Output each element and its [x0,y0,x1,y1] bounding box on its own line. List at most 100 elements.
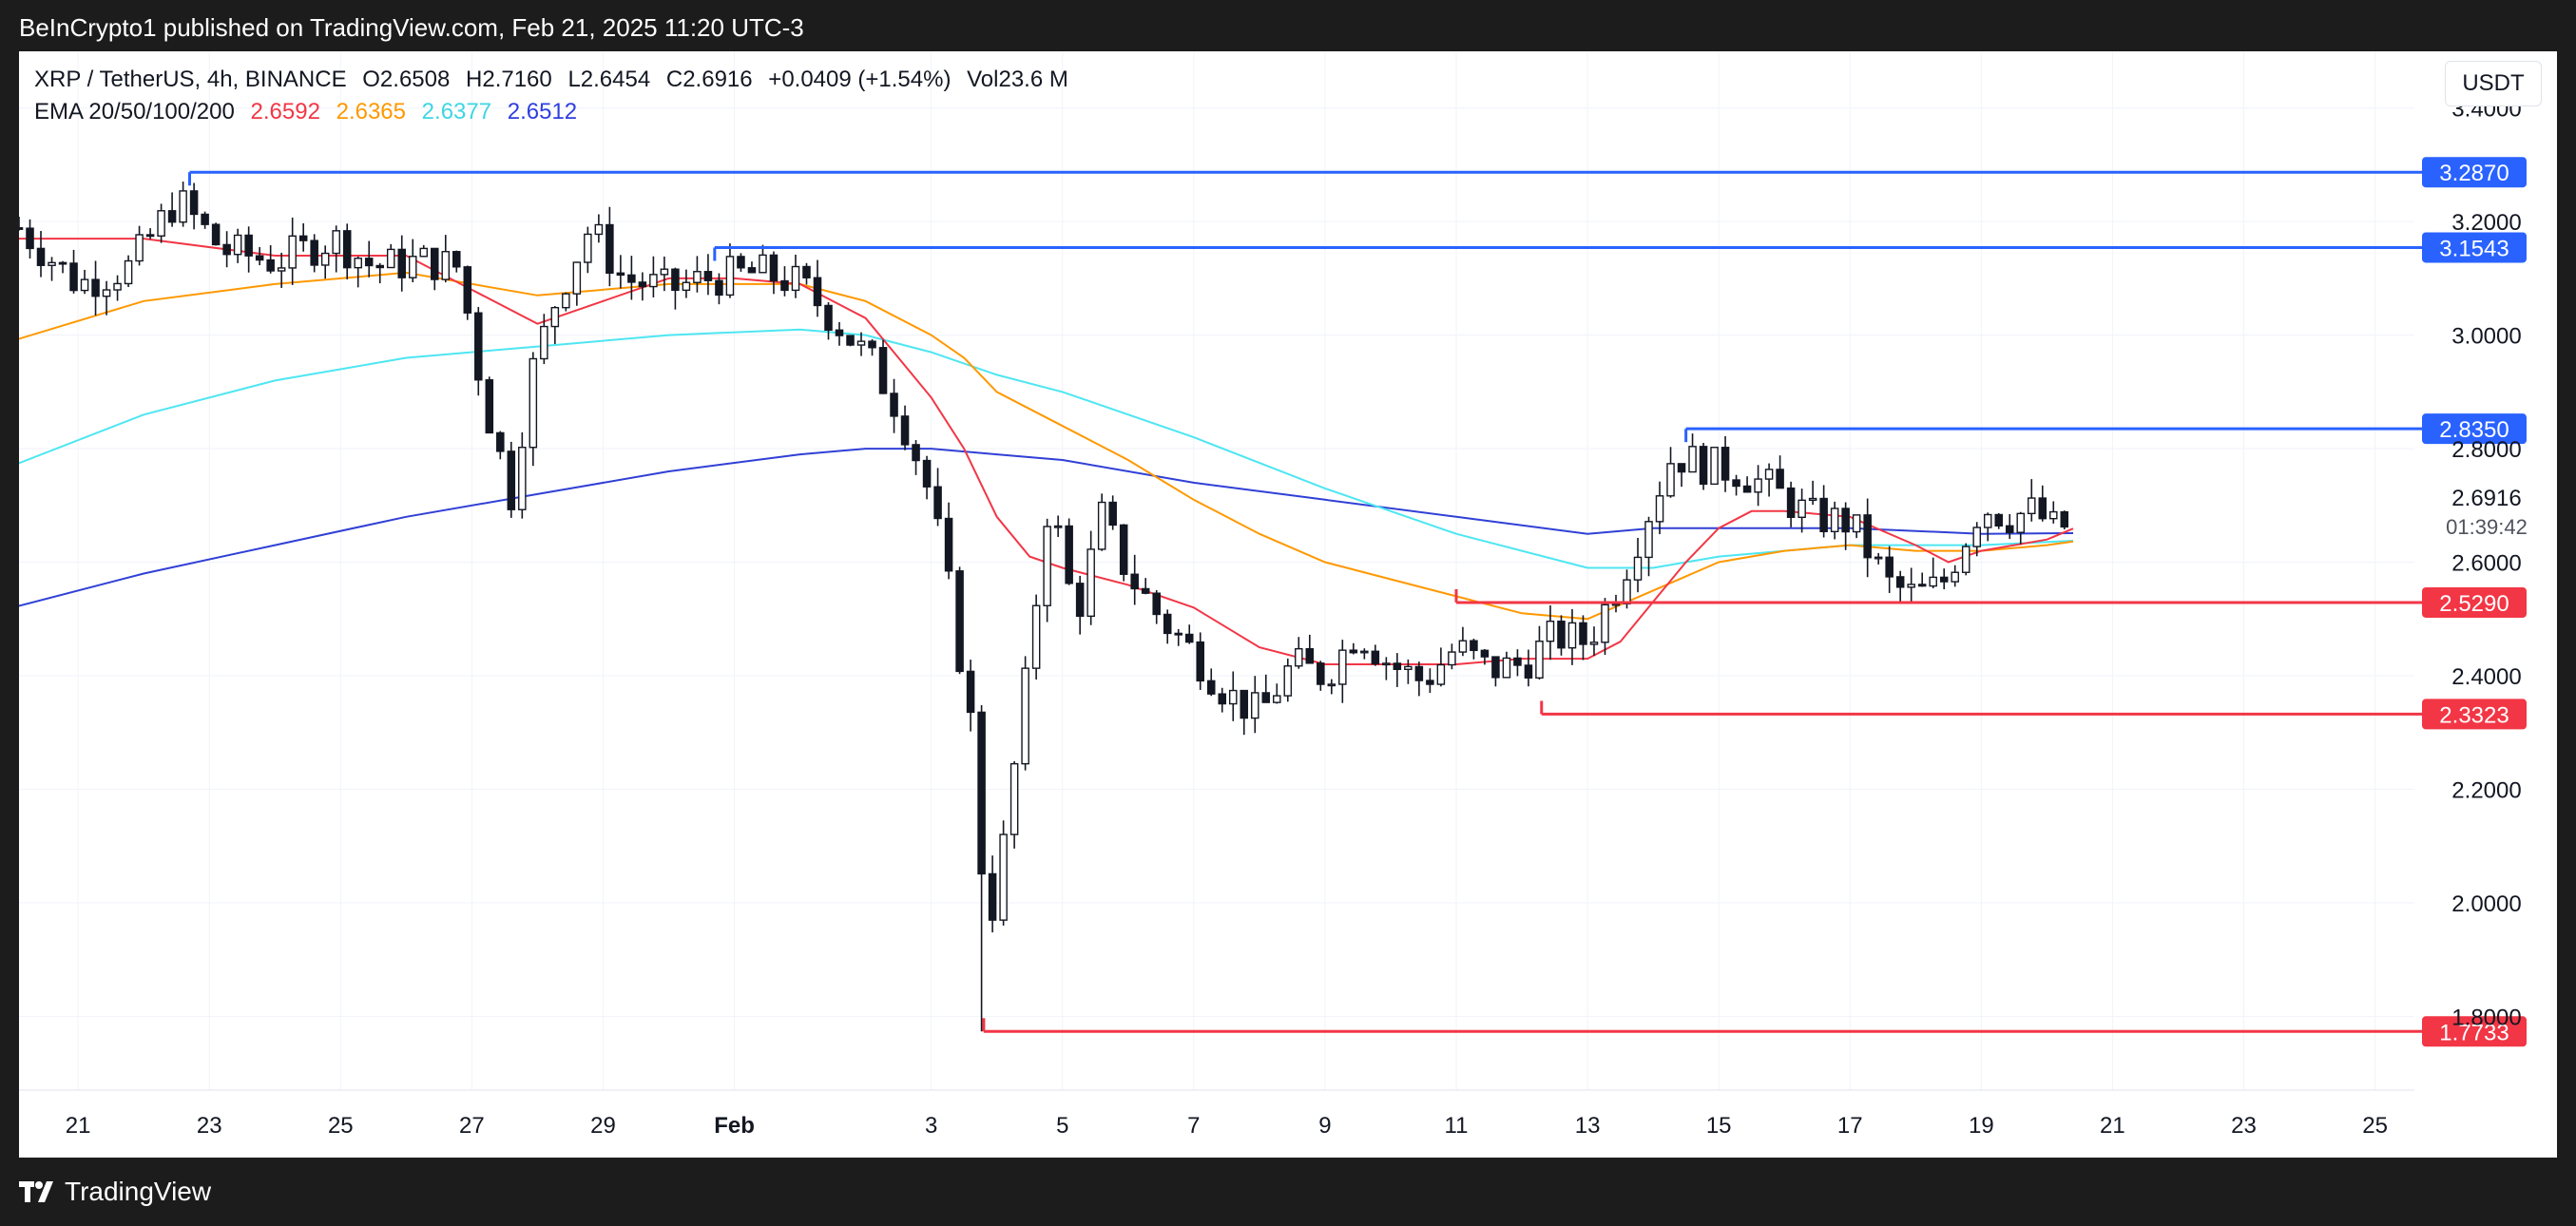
candle-body [1283,665,1293,697]
candle-body [1688,446,1697,473]
candle [375,262,384,284]
candle-body [419,247,429,258]
candle-body [703,271,713,281]
candle-body [1874,556,1883,560]
candle [1535,625,1544,680]
last-price-label: 2.6916 [2451,486,2521,511]
candle-body [1382,662,1391,666]
candle [1261,674,1271,703]
y-tick-label: 1.8000 [2451,1005,2521,1030]
candle [1349,642,1358,655]
candle-body [157,210,165,237]
candle-body [124,259,133,285]
candle [1721,435,1730,492]
candle-body [288,235,297,269]
candle [1830,501,1839,540]
candle-body [1119,524,1128,575]
candle-body [1480,649,1490,658]
candle-body [1130,573,1139,590]
tradingview-logo[interactable]: TradingView [19,1177,211,1207]
candle-body [1240,689,1249,719]
candle [1557,615,1566,656]
chart-panel[interactable]: 3.2870 3.1543 2.8350 2.5290 2.3323 1.7733 3.4… [19,51,2557,1158]
candle-body [1764,469,1774,480]
candle [1371,644,1380,666]
resistance-level-tag [2422,232,2527,263]
candle-body [1786,487,1796,518]
candle [649,256,658,297]
candle [1852,514,1861,539]
candle-body [91,278,100,297]
candle [999,820,1008,926]
candle-body [1414,665,1424,681]
change-value: +0.0409 (+1.54%) [768,67,952,92]
candle-body [1666,463,1675,497]
candle [124,255,133,287]
support-level-tag [2422,586,2527,618]
candle [1470,639,1478,660]
candle [824,302,833,340]
candle [1929,557,1937,588]
x-tick-label: 29 [590,1113,616,1139]
candle [988,855,997,933]
candle-body [988,872,997,921]
ema100-value: 2.6377 [421,99,492,125]
candle-body [1086,548,1095,618]
candle-body [36,247,46,266]
candle-body [1579,622,1587,645]
symbol-label[interactable]: XRP / TetherUS, 4h, BINANCE [34,67,347,92]
currency-selector[interactable]: USDT [2445,61,2542,106]
ema200-line [19,448,2074,607]
candle [529,352,538,467]
candle-body [1251,692,1259,719]
candle-body [1611,603,1621,606]
candle [1742,476,1752,493]
candle [1907,567,1915,603]
candle [463,265,472,320]
candle [1567,608,1577,665]
candle [616,255,625,289]
candle [1130,554,1139,605]
candle-body [1589,642,1599,645]
candle [1939,568,1949,589]
candle-body [747,267,757,274]
candle [1065,518,1073,585]
x-tick-label: 21 [66,1113,91,1139]
candle [430,247,439,291]
candle-body [69,262,78,292]
candle-body [1031,604,1041,669]
candle [1206,668,1216,697]
candle-body [529,357,538,449]
candle-body [1021,667,1029,765]
candle [277,252,286,288]
candle-body [1317,662,1325,685]
candle [1699,442,1708,490]
candle-body [550,306,560,328]
candle [1994,513,2004,529]
candle-body [48,261,56,266]
ema-label[interactable]: EMA 20/50/100/200 [34,99,235,125]
candle-body [540,325,548,360]
candle [1961,543,1970,576]
candle-body [856,340,866,346]
candle [201,211,209,229]
candle [1983,512,1992,542]
ema20-line [19,238,2074,665]
candle-body [1097,501,1106,550]
candle [1436,647,1446,687]
candle [1317,661,1325,691]
candle-body [2060,510,2069,528]
candle [2038,485,2047,522]
y-tick-label: 2.6000 [2451,551,2521,577]
candle [1097,493,1106,551]
candle-body [1349,649,1358,654]
candle [1895,570,1905,603]
candle-body [868,340,876,349]
candle [606,206,614,287]
candle-body [1152,592,1161,616]
candle [2049,501,2058,524]
ema200-value: 2.6512 [507,99,578,125]
candle-body [1644,521,1653,559]
x-tick-label: 21 [2100,1113,2125,1139]
